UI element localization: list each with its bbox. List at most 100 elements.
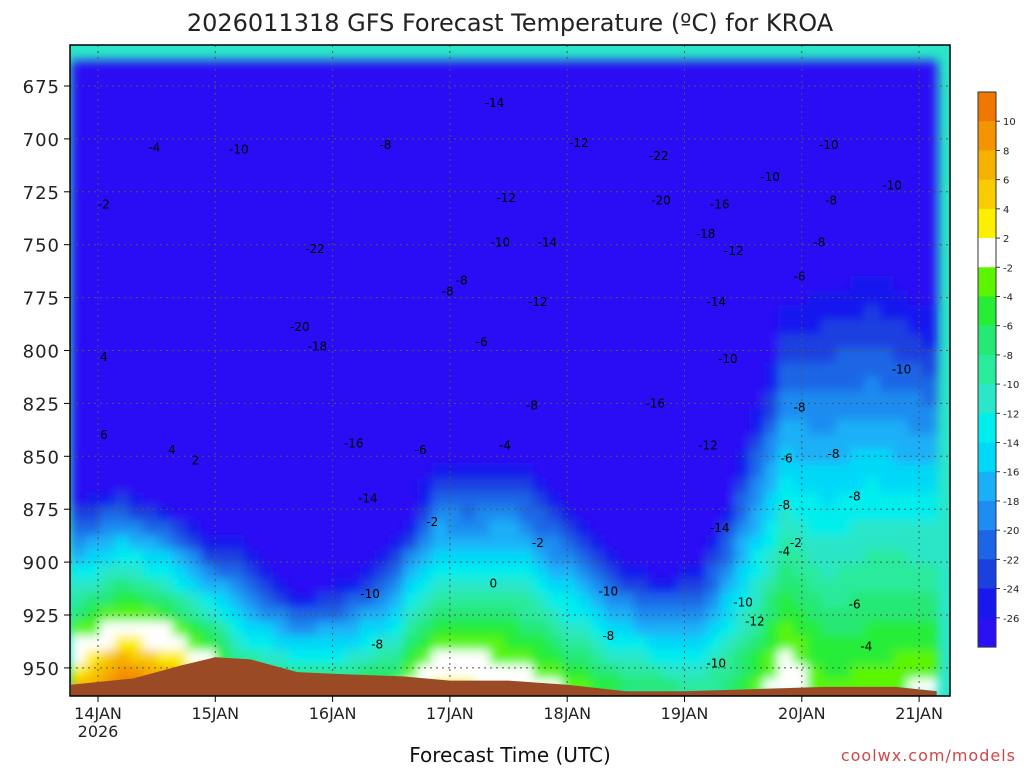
field-cell: [922, 549, 938, 565]
field-cell: [128, 89, 144, 105]
field-cell: [330, 247, 346, 263]
field-cell: [114, 190, 130, 206]
field-cell: [374, 492, 390, 508]
field-cell: [475, 434, 491, 450]
field-cell: [907, 146, 923, 163]
field-cell: [561, 175, 577, 191]
field-cell: [186, 376, 202, 393]
field-cell: [922, 60, 938, 76]
field-cell: [446, 362, 462, 378]
field-cell: [561, 218, 577, 234]
field-cell: [806, 276, 822, 292]
field-cell: [157, 290, 173, 306]
field-cell: [460, 261, 476, 278]
field-cell: [85, 391, 101, 407]
field-cell: [402, 492, 419, 508]
field-cell: [806, 621, 822, 637]
field-cell: [128, 146, 144, 163]
field-cell: [850, 204, 866, 220]
field-cell: [734, 362, 750, 378]
field-cell: [864, 103, 880, 119]
field-cell: [215, 146, 231, 163]
field-cell: [792, 448, 808, 464]
field-cell: [806, 549, 822, 565]
field-cell: [590, 60, 606, 76]
field-cell: [316, 161, 332, 177]
field-cell: [374, 549, 390, 565]
field-cell: [806, 247, 822, 263]
field-cell: [576, 405, 592, 421]
field-cell: [316, 535, 332, 551]
field-cell: [374, 592, 390, 608]
field-cell: [576, 492, 592, 508]
field-cell: [114, 89, 130, 105]
field-cell: [244, 520, 260, 536]
field-cell: [850, 376, 866, 393]
field-cell: [273, 563, 289, 580]
field-cell: [114, 650, 130, 666]
field-cell: [200, 635, 217, 651]
field-cell: [215, 520, 231, 536]
field-cell: [99, 103, 116, 119]
field-cell: [576, 261, 592, 278]
field-cell: [835, 348, 851, 364]
field-cell: [244, 132, 260, 148]
field-cell: [460, 592, 476, 608]
field-cell: [893, 362, 909, 378]
field-cell: [561, 376, 577, 393]
field-cell: [446, 635, 462, 651]
field-cell: [273, 621, 289, 637]
field-cell: [200, 60, 217, 76]
field-cell: [821, 175, 837, 191]
field-cell: [518, 635, 534, 651]
field-cell: [402, 319, 419, 335]
field-cell: [778, 592, 794, 608]
field-cell: [619, 678, 635, 695]
field-cell: [460, 535, 476, 551]
field-cell: [518, 290, 534, 306]
field-cell: [114, 276, 130, 292]
field-cell: [792, 247, 808, 263]
field-cell: [215, 549, 231, 565]
field-cell: [301, 549, 318, 565]
field-cell: [273, 592, 289, 608]
field-cell: [503, 607, 520, 623]
field-cell: [576, 319, 592, 335]
field-cell: [749, 132, 765, 148]
contour-label: -10: [760, 170, 780, 184]
field-cell: [359, 549, 375, 565]
field-cell: [922, 348, 938, 364]
field-cell: [561, 621, 577, 637]
field-cell: [85, 118, 101, 134]
field-cell: [662, 348, 678, 364]
field-cell: [561, 563, 577, 580]
field-cell: [619, 563, 635, 580]
field-cell: [604, 175, 621, 191]
field-cell: [258, 146, 274, 163]
field-cell: [330, 348, 346, 364]
field-cell: [359, 218, 375, 234]
field-cell: [806, 376, 822, 393]
field-cell: [273, 60, 289, 76]
field-cell: [374, 635, 390, 651]
field-cell: [402, 146, 419, 163]
field-cell: [244, 635, 260, 651]
field-cell: [922, 89, 938, 105]
field-cell: [922, 664, 938, 680]
field-cell: [778, 175, 794, 191]
field-cell: [734, 621, 750, 637]
field-cell: [662, 391, 678, 407]
field-cell: [648, 218, 664, 234]
field-cell: [431, 333, 447, 349]
field-cell: [244, 333, 260, 349]
field-cell: [532, 146, 548, 163]
field-cell: [475, 520, 491, 536]
field-cell: [835, 520, 851, 536]
field-cell: [431, 305, 447, 321]
contour-label: -4: [148, 140, 160, 154]
field-cell: [85, 276, 101, 292]
field-cell: [431, 549, 447, 565]
contour-label: -10: [706, 657, 726, 671]
field-cell: [590, 146, 606, 163]
field-cell: [547, 89, 563, 105]
